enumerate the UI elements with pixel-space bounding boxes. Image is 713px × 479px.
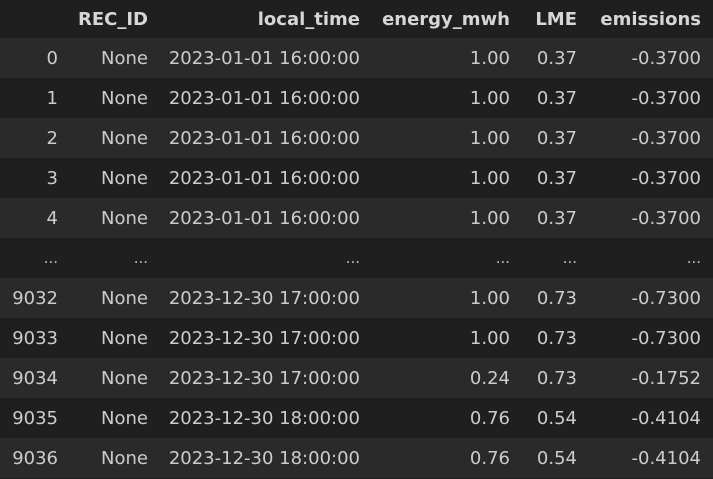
cell-rec-id: None — [101, 127, 148, 149]
row-index: ... — [43, 249, 58, 267]
table-row: 9036 None 2023-12-30 18:00:00 0.76 0.54 … — [0, 438, 713, 478]
row-index: 9032 — [12, 287, 58, 309]
cell-energy-mwh: 1.00 — [469, 167, 510, 189]
table-row: 9034 None 2023-12-30 17:00:00 0.24 0.73 … — [0, 358, 713, 398]
cell-rec-id: None — [101, 87, 148, 109]
column-header-index — [0, 0, 72, 38]
row-index: 2 — [46, 127, 58, 149]
cell-lme: 0.73 — [536, 287, 577, 309]
cell-local-time: 2023-12-30 17:00:00 — [168, 327, 360, 349]
cell-local-time: 2023-12-30 17:00:00 — [168, 367, 360, 389]
cell-lme: 0.54 — [536, 407, 577, 429]
row-index: 9034 — [12, 367, 58, 389]
cell-rec-id: None — [101, 367, 148, 389]
row-index: 9033 — [12, 327, 58, 349]
cell-emissions: -0.3700 — [631, 167, 701, 189]
row-index: 9036 — [12, 447, 58, 469]
cell-local-time: 2023-01-01 16:00:00 — [168, 207, 360, 229]
table-row: 4 None 2023-01-01 16:00:00 1.00 0.37 -0.… — [0, 198, 713, 238]
table-row: 0 None 2023-01-01 16:00:00 1.00 0.37 -0.… — [0, 38, 713, 78]
cell-emissions: -0.7300 — [631, 287, 701, 309]
cell-local-time: 2023-01-01 16:00:00 — [168, 127, 360, 149]
cell-local-time: 2023-01-01 16:00:00 — [168, 87, 360, 109]
cell-emissions: -0.4104 — [631, 407, 701, 429]
header-row: REC_ID local_time energy_mwh LME emissio… — [0, 0, 713, 38]
cell-local-time: 2023-12-30 17:00:00 — [168, 287, 360, 309]
cell-lme: 0.37 — [536, 87, 577, 109]
cell-emissions: -0.7300 — [631, 327, 701, 349]
cell-emissions: ... — [686, 249, 701, 267]
table-row: 2 None 2023-01-01 16:00:00 1.00 0.37 -0.… — [0, 118, 713, 158]
column-header-lme: LME — [535, 8, 577, 30]
cell-local-time: 2023-01-01 16:00:00 — [168, 167, 360, 189]
cell-emissions: -0.3700 — [631, 207, 701, 229]
cell-energy-mwh: 1.00 — [469, 127, 510, 149]
cell-energy-mwh: 0.76 — [469, 447, 510, 469]
table-row-ellipsis: ... ... ... ... ... ... — [0, 238, 713, 278]
cell-energy-mwh: 0.76 — [469, 407, 510, 429]
cell-lme: 0.37 — [536, 207, 577, 229]
row-index: 3 — [46, 167, 58, 189]
cell-energy-mwh: 1.00 — [469, 287, 510, 309]
cell-energy-mwh: 1.00 — [469, 207, 510, 229]
cell-rec-id: None — [101, 407, 148, 429]
cell-energy-mwh: 1.00 — [469, 87, 510, 109]
cell-rec-id: None — [101, 167, 148, 189]
cell-lme: 0.37 — [536, 127, 577, 149]
cell-local-time: 2023-12-30 18:00:00 — [168, 447, 360, 469]
cell-emissions: -0.4104 — [631, 447, 701, 469]
cell-rec-id: None — [101, 447, 148, 469]
table-body: 0 None 2023-01-01 16:00:00 1.00 0.37 -0.… — [0, 38, 713, 478]
table-row: 3 None 2023-01-01 16:00:00 1.00 0.37 -0.… — [0, 158, 713, 198]
row-index: 4 — [46, 207, 58, 229]
cell-energy-mwh: ... — [495, 249, 510, 267]
table-row: 1 None 2023-01-01 16:00:00 1.00 0.37 -0.… — [0, 78, 713, 118]
cell-emissions: -0.3700 — [631, 127, 701, 149]
cell-local-time: 2023-12-30 18:00:00 — [168, 407, 360, 429]
column-header-emissions: emissions — [600, 8, 701, 30]
table-row: 9033 None 2023-12-30 17:00:00 1.00 0.73 … — [0, 318, 713, 358]
cell-lme: 0.54 — [536, 447, 577, 469]
table-row: 9035 None 2023-12-30 18:00:00 0.76 0.54 … — [0, 398, 713, 438]
row-index: 0 — [46, 47, 58, 69]
cell-local-time: 2023-01-01 16:00:00 — [168, 47, 360, 69]
cell-lme: ... — [562, 249, 577, 267]
row-index: 1 — [46, 87, 58, 109]
cell-lme: 0.73 — [536, 367, 577, 389]
table-row: 9032 None 2023-12-30 17:00:00 1.00 0.73 … — [0, 278, 713, 318]
column-header-energy-mwh: energy_mwh — [382, 8, 510, 30]
column-header-rec-id: REC_ID — [77, 8, 148, 30]
cell-emissions: -0.1752 — [631, 367, 701, 389]
cell-energy-mwh: 0.24 — [469, 367, 510, 389]
cell-local-time: ... — [345, 249, 360, 267]
cell-lme: 0.73 — [536, 327, 577, 349]
cell-energy-mwh: 1.00 — [469, 47, 510, 69]
cell-energy-mwh: 1.00 — [469, 327, 510, 349]
cell-lme: 0.37 — [536, 47, 577, 69]
cell-rec-id: None — [101, 287, 148, 309]
cell-rec-id: None — [101, 47, 148, 69]
column-header-local-time: local_time — [257, 8, 360, 30]
cell-rec-id: None — [101, 207, 148, 229]
table-header: REC_ID local_time energy_mwh LME emissio… — [0, 0, 713, 38]
cell-emissions: -0.3700 — [631, 87, 701, 109]
cell-emissions: -0.3700 — [631, 47, 701, 69]
cell-lme: 0.37 — [536, 167, 577, 189]
cell-rec-id: ... — [133, 249, 148, 267]
cell-rec-id: None — [101, 327, 148, 349]
row-index: 9035 — [12, 407, 58, 429]
